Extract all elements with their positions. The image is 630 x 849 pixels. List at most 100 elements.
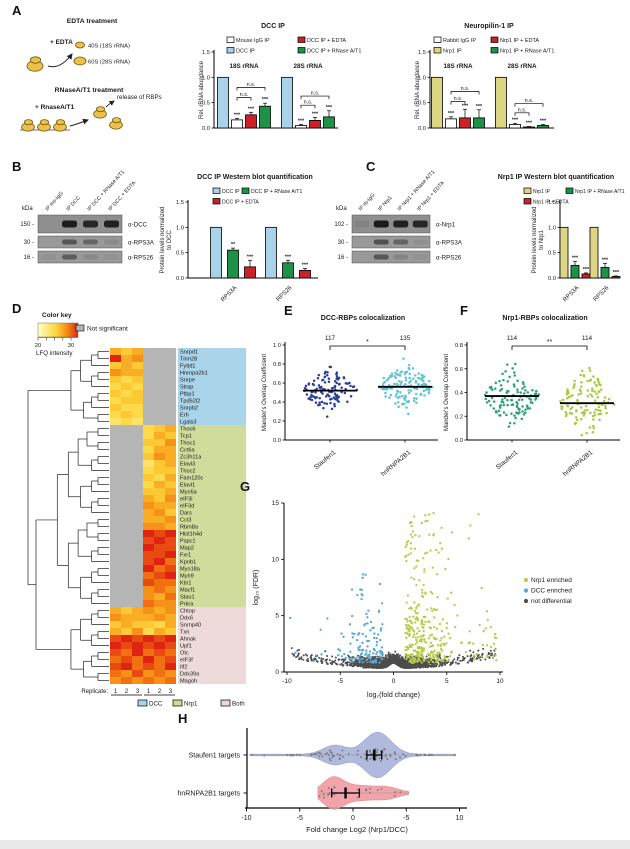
data-point xyxy=(596,377,600,381)
lane-label: IP ms-IgG xyxy=(45,191,65,213)
heatmap-cell xyxy=(121,502,132,509)
data-point xyxy=(339,754,342,757)
color-key-gradient xyxy=(37,322,79,338)
heatmap-cell xyxy=(165,565,176,572)
ribosome-40s-icon xyxy=(23,119,34,126)
heatmap-cell xyxy=(154,390,165,397)
data-point xyxy=(327,380,331,383)
heatmap-cell xyxy=(110,481,121,488)
x-category-label: RPS26 xyxy=(593,285,611,303)
y-tick-label: 0.6 xyxy=(273,381,281,387)
heatmap-cell xyxy=(121,593,132,600)
heatmap-cell xyxy=(110,362,121,369)
data-point xyxy=(570,412,574,415)
legend-swatch xyxy=(523,187,532,194)
blot-band xyxy=(41,254,56,260)
data-point xyxy=(505,391,508,395)
data-point xyxy=(329,759,332,762)
ns-annotation: n.s. xyxy=(518,107,527,113)
panel-label-c: C xyxy=(366,159,376,174)
heatmap-cell xyxy=(110,607,121,614)
data-point xyxy=(582,375,586,378)
data-point xyxy=(347,753,350,756)
heatmap-cell xyxy=(143,488,154,495)
significance-stars: *** xyxy=(312,111,319,117)
kda-marker: 150 - xyxy=(20,222,34,228)
legend-swatch xyxy=(490,36,499,43)
color-key-axis-label: LFQ intensity xyxy=(36,350,73,357)
data-point xyxy=(570,406,574,409)
legend-label: Nrp1 IP xyxy=(533,189,551,195)
data-point xyxy=(513,421,516,425)
data-point xyxy=(417,754,420,757)
data-point xyxy=(569,407,572,411)
data-point xyxy=(329,401,332,405)
heatmap-cell xyxy=(121,362,132,369)
data-point xyxy=(494,381,498,384)
data-point xyxy=(574,421,577,425)
panel-f-nrp1-colocalization-chart: Nrp1-RBPs colocalization 0.0 0.2 0.4 0.6 0.8 M… xyxy=(444,315,620,478)
data-point xyxy=(323,401,326,405)
legend-swatch xyxy=(241,187,250,194)
data-point xyxy=(400,370,404,373)
data-point xyxy=(607,397,611,401)
data-point xyxy=(592,426,596,430)
data-point xyxy=(393,374,397,378)
heatmap-cell xyxy=(154,558,165,565)
blot-band xyxy=(62,220,77,228)
blot-band xyxy=(104,220,119,228)
data-point xyxy=(398,395,401,399)
data-point xyxy=(598,390,601,394)
gene-label: Fxr1 xyxy=(180,553,191,559)
data-point xyxy=(303,386,307,390)
heatmap-cell xyxy=(143,579,154,586)
ns-annotation: n.s. xyxy=(454,96,463,102)
heatmap-cell xyxy=(132,509,143,516)
data-point xyxy=(356,749,359,752)
data-point xyxy=(574,416,578,419)
heatmap-cell xyxy=(143,649,154,656)
data-point xyxy=(375,755,378,758)
data-point xyxy=(290,754,293,757)
heatmap-cell xyxy=(154,607,165,614)
heatmap-cell xyxy=(154,614,165,621)
heatmap-cell xyxy=(165,586,176,593)
data-point xyxy=(592,418,595,421)
data-point xyxy=(314,753,317,756)
data-point xyxy=(595,392,598,395)
heatmap-cell xyxy=(132,467,143,474)
heatmap-cell xyxy=(154,439,165,446)
data-point xyxy=(357,788,360,791)
heatmap-cell xyxy=(121,663,132,670)
data-point xyxy=(407,400,410,404)
heatmap-cell xyxy=(154,593,165,600)
data-point xyxy=(523,385,526,388)
heatmap-cell xyxy=(132,488,143,495)
heatmap-cell xyxy=(154,551,165,558)
x-tick-label: -5 xyxy=(297,815,303,822)
heatmap-cell xyxy=(132,579,143,586)
y-tick-label: 1.0 xyxy=(273,343,281,349)
significance-stars: *** xyxy=(540,118,547,124)
data-point xyxy=(263,754,266,757)
heatmap-cell xyxy=(110,439,121,446)
heatmap-cell xyxy=(110,425,121,432)
heatmap-cell xyxy=(110,558,121,565)
heatmap-cell xyxy=(132,355,143,362)
rnase-treatment-title: RNaseA/T1 treatment xyxy=(55,87,124,94)
legend-label: Both xyxy=(232,701,245,708)
heatmap-cell xyxy=(165,656,176,663)
data-point xyxy=(586,395,590,398)
heatmap-cell xyxy=(143,621,154,628)
data-point xyxy=(602,399,606,403)
gene-label: Snrpe xyxy=(180,378,195,384)
data-point xyxy=(515,404,519,408)
x-tick-label: -10 xyxy=(241,815,251,822)
heatmap-cell xyxy=(121,495,132,502)
panel-label-e: E xyxy=(284,303,293,318)
data-point xyxy=(342,376,346,380)
data-point xyxy=(330,407,334,411)
heatmap-cell xyxy=(143,558,154,565)
heatmap-cell xyxy=(165,635,176,642)
data-point xyxy=(384,391,387,395)
